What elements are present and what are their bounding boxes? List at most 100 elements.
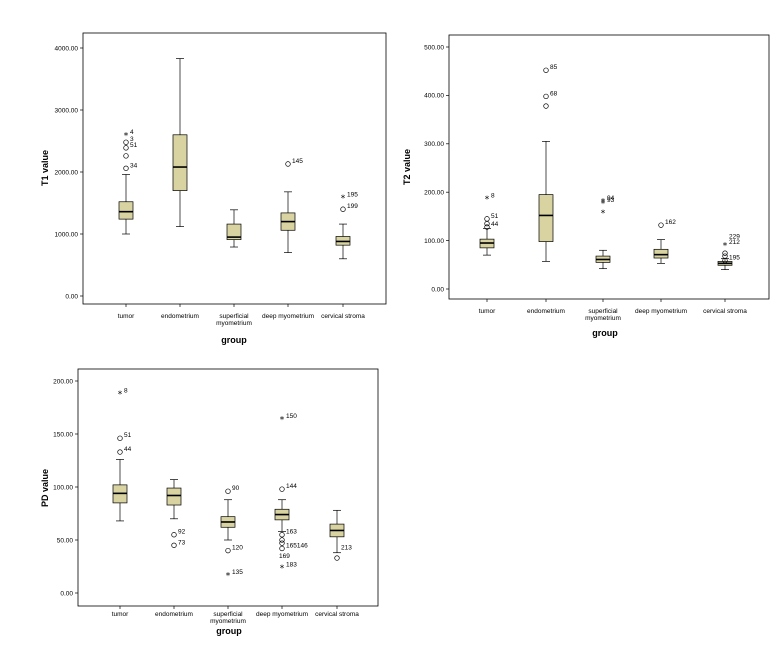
pd-outlier-label: 90 bbox=[232, 485, 240, 492]
t2-outlier-circle bbox=[484, 216, 490, 222]
t2-outlier-label: 8 bbox=[491, 192, 495, 199]
t2-outlier-circle bbox=[543, 93, 549, 100]
t2-outlier-star: * bbox=[601, 197, 606, 207]
pd-ytick-label: 50.00 bbox=[57, 537, 74, 544]
t1-box bbox=[172, 134, 188, 191]
t2-outlier-label: 93 bbox=[607, 197, 615, 204]
t1-outlier-circle bbox=[123, 165, 129, 171]
pd-outlier-label: 150 bbox=[286, 413, 297, 420]
pd-ytick-label: 100.00 bbox=[53, 484, 73, 491]
pd-outlier-label: 51 bbox=[124, 432, 132, 439]
t1-outlier-circle bbox=[123, 145, 129, 151]
pd-outlier-circle bbox=[279, 486, 285, 492]
t2-box bbox=[653, 248, 669, 259]
pd-outlier-circle bbox=[279, 545, 285, 552]
t2-outlier-circle bbox=[722, 250, 728, 256]
t1-y-axis-label: T1 value bbox=[40, 150, 50, 186]
t1-category-label: endometrium bbox=[161, 313, 199, 320]
t2-category-label: endometrium bbox=[527, 308, 565, 315]
t1-category-label: deep myometrium bbox=[262, 313, 314, 320]
t2-box bbox=[538, 194, 554, 242]
t1-outlier-label: 3 bbox=[130, 136, 134, 143]
t2-ytick-label: 200.00 bbox=[424, 190, 444, 197]
pd-outlier-circle bbox=[225, 547, 231, 554]
t2-ytick-label: 300.00 bbox=[424, 141, 444, 148]
t2-y-axis-label: T2 value bbox=[402, 149, 412, 185]
t1-ytick-label: 3000.00 bbox=[55, 107, 79, 114]
pd-category-label: myometrium bbox=[210, 618, 246, 625]
t1-outlier-label: 145 bbox=[292, 158, 303, 165]
t1-outlier-circle bbox=[123, 139, 129, 145]
t2-category-label: tumor bbox=[479, 308, 496, 315]
t2-ytick-label: 100.00 bbox=[424, 238, 444, 245]
t1-outlier-circle bbox=[123, 153, 129, 159]
t1-ytick-label: 4000.00 bbox=[55, 45, 79, 52]
pd-outlier-label: 135 bbox=[232, 569, 243, 576]
t2-ytick-label: 400.00 bbox=[424, 93, 444, 100]
pd-ytick-label: 200.00 bbox=[53, 378, 73, 385]
t1-boxplot: 0.00 1000.00 2000.00 3000.00 4000.00 T1 value… bbox=[40, 45, 365, 345]
t2-outlier-star: * bbox=[485, 195, 490, 205]
t1-outlier-circle bbox=[340, 206, 346, 212]
t2-outlier-label: 85 bbox=[550, 64, 558, 71]
pd-outlier-label: 120 bbox=[232, 545, 243, 552]
t2-outlier-label: 195 bbox=[729, 254, 740, 261]
t2-ytick-label: 0.00 bbox=[431, 286, 444, 293]
pd-plot-frame bbox=[77, 368, 379, 607]
t1-category-label: cervical stroma bbox=[321, 313, 365, 320]
pd-outlier-label: 165146 bbox=[286, 542, 308, 549]
t1-outlier-star: * bbox=[124, 131, 129, 141]
pd-outlier-circle bbox=[117, 449, 123, 455]
t2-outlier-label: 229 bbox=[729, 234, 740, 241]
t1-category-label: myometrium bbox=[216, 320, 252, 327]
pd-ytick-label: 150.00 bbox=[53, 431, 73, 438]
t2-outlier-star: * bbox=[601, 209, 606, 219]
t1-outlier-label: 199 bbox=[347, 203, 358, 210]
pd-category-label: endometrium bbox=[155, 611, 193, 618]
t2-category-label: superficial bbox=[588, 308, 618, 315]
t2-outlier-label: 212 bbox=[729, 239, 740, 246]
pd-category-label: cervical stroma bbox=[315, 611, 359, 618]
pd-outlier-star: * bbox=[280, 416, 285, 426]
pd-outlier-circle bbox=[334, 555, 340, 561]
pd-outlier-star: * bbox=[118, 390, 123, 400]
pd-outlier-circle bbox=[117, 435, 123, 441]
pd-outlier-star: * bbox=[280, 564, 285, 574]
t2-outlier-label: 51 bbox=[491, 213, 499, 220]
t1-outlier-star: * bbox=[341, 194, 346, 204]
pd-boxplot: 0.00 50.00 100.00 150.00 200.00 PD value group… bbox=[40, 378, 359, 636]
pd-box bbox=[166, 487, 182, 506]
pd-outlier-star: * bbox=[226, 571, 231, 581]
pd-x-axis-label: group bbox=[216, 626, 242, 636]
t2-category-label: deep myometrium bbox=[635, 308, 687, 315]
pd-outlier-label: 163 bbox=[286, 529, 297, 536]
t1-outlier-label: 195 bbox=[347, 191, 358, 198]
t2-outlier-label: 68 bbox=[550, 90, 558, 97]
pd-outlier-circle bbox=[279, 537, 285, 543]
t2-outlier-circle bbox=[543, 67, 549, 73]
pd-outlier-label-169: 169 bbox=[279, 553, 290, 560]
pd-outlier-circle bbox=[171, 542, 177, 548]
t1-category-label: tumor bbox=[118, 313, 135, 320]
t2-outlier-circle bbox=[484, 224, 490, 230]
t1-ytick-label: 1000.00 bbox=[55, 231, 79, 238]
t1-outlier-label: 34 bbox=[130, 162, 138, 169]
t2-category-label: cervical stroma bbox=[703, 308, 747, 315]
pd-outlier-label: 73 bbox=[178, 539, 186, 546]
t2-outlier-circle bbox=[543, 103, 549, 109]
pd-outlier-label: 183 bbox=[286, 562, 297, 569]
pd-outlier-circle bbox=[279, 540, 285, 546]
t1-outlier-circle bbox=[285, 161, 291, 167]
pd-ytick-label: 0.00 bbox=[60, 590, 73, 597]
pd-outlier-circle bbox=[171, 532, 177, 538]
pd-outlier-label: 44 bbox=[124, 446, 132, 453]
t2-ytick-label: 500.00 bbox=[424, 44, 444, 51]
t2-outlier-circle bbox=[722, 253, 728, 259]
t2-outlier-label: 44 bbox=[491, 221, 499, 228]
pd-category-label: tumor bbox=[112, 611, 129, 618]
t1-box bbox=[226, 223, 242, 240]
pd-outlier-circle bbox=[225, 488, 231, 494]
t2-x-axis-label: group bbox=[592, 328, 618, 338]
pd-category-label: superficial bbox=[213, 611, 243, 618]
